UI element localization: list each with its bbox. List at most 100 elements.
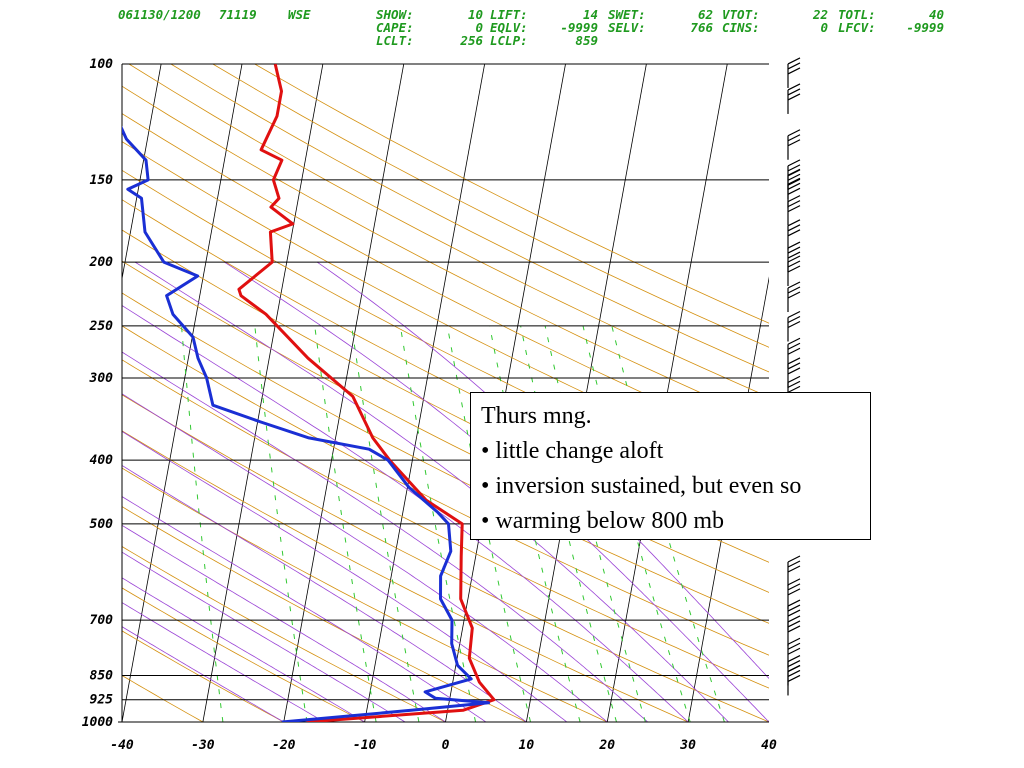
header-vtot-value: 22 [812,7,828,22]
header-date: 061130/1200 [118,7,201,22]
temperature-line [237,64,496,722]
header-station: 71119 [219,7,257,22]
wind-barb-flag [787,620,801,628]
pressure-tick-label: 400 [90,453,114,468]
wind-barb-flag [787,375,801,383]
moist-adiabat-line [122,496,487,722]
wind-barb [787,177,801,209]
wind-barb-flag [787,642,801,650]
moist-adiabat-line [122,577,365,722]
wind-barbs [787,57,801,696]
wind-barb-flag [787,310,801,319]
wind-barb-flag [787,83,801,91]
header-cins-label: CINS: [722,20,760,35]
pressure-tick-label: 250 [89,319,114,334]
header-site: WSE [288,7,311,22]
dry-adiabat-line [122,546,446,722]
wind-barb-flag [787,565,801,573]
header-totl-value: 40 [929,7,944,22]
wind-barb-flag [787,159,801,167]
isotherm-line [931,64,1024,722]
wind-barb-flag [787,205,801,213]
wind-barb-flag [787,625,801,633]
mixing-ratio-line [611,325,725,722]
isotherm-line [122,64,162,281]
wind-barb-flag [787,674,801,683]
wind-barb [787,195,801,226]
annotation-bullet-1: • little change aloft [481,438,664,464]
moist-adiabat-line [122,626,284,722]
wind-barb-flag [787,178,801,186]
temperature-tick-label: -40 [110,738,134,753]
moist-adiabat-line [122,393,608,722]
isotherm-line [364,64,486,722]
moist-adiabat-line [122,464,527,722]
wind-barb [787,57,801,88]
wind-barb-flag [787,588,801,596]
pressure-tick-label: 150 [90,173,114,188]
wind-barb-flag [787,655,801,663]
header-eqlv-label: EQLV: [490,20,528,35]
header-lfcv-value: -9999 [906,20,944,35]
wind-barb-flag [787,88,801,96]
wind-barb-flag [787,134,801,142]
wind-barb-flag [787,315,801,324]
pressure-tick-labels: 100 150 200 250 300 400 500 700 850 925 1000 [82,57,113,730]
wind-barb-flag [787,164,801,172]
wind-barb-flag [787,224,801,232]
dry-adiabat-line [122,325,769,656]
wind-barb-flag [787,337,801,345]
pressure-tick-label: 850 [90,669,114,684]
wind-barb-flag [787,67,801,75]
wind-barb-flag [787,342,801,350]
header-cape-label: CAPE: [376,20,414,35]
wind-barb [787,219,801,250]
wind-barb-flag [787,660,801,668]
wind-barb-flag [787,255,801,263]
header-lclt-value: 256 [459,33,483,48]
header-vtot-label: VTOT: [722,7,760,22]
header-swet-value: 62 [698,7,713,22]
wind-barb-flag [787,664,801,673]
temperature-tick-labels: -40 -30 -20 -10 0 10 20 30 40 [110,738,777,753]
header-totl-label: TOTL: [838,7,876,22]
wind-barb-flag [787,647,801,655]
moist-adiabat-line [122,524,446,722]
header-lift-value: 14 [583,7,598,22]
wind-barb-flag [787,200,801,208]
moist-adiabat-line [122,551,406,722]
wind-barb-flag [787,609,801,617]
wind-barb [787,357,801,388]
header-lclp-label: LCLP: [490,33,528,48]
wind-barb-flag [787,357,801,365]
wind-barb [787,310,801,342]
header-cins-value: 0 [820,20,828,35]
moist-adiabat-line [122,351,648,722]
isotherm-line [202,64,324,722]
wind-barb-flag [787,560,801,568]
isotherm-line [283,64,405,722]
wind-barb-flag [787,139,801,147]
wind-barb-flag [787,637,801,645]
wind-barb-flag [787,219,801,227]
header-show-value: 10 [468,7,483,22]
wind-barb-flag [787,265,801,273]
wind-barb-flag [787,320,801,329]
dewpoint-line [122,125,491,722]
pressure-tick-label: 1000 [82,715,113,730]
mixing-ratio-line [254,325,308,722]
wind-barb [787,83,801,114]
wind-barb-flag [787,286,801,294]
wind-barb-flag [787,246,801,254]
wind-barb-flag [787,281,801,289]
wind-barb-flag [787,599,801,607]
wind-barb-flag [787,260,801,268]
wind-barb-flag [787,173,801,181]
temperature-tick-label: -10 [353,738,377,753]
mixing-ratio-line [181,325,224,722]
header-cape-value: 0 [475,20,483,35]
sounding-series [122,64,496,722]
wind-barb-flag [787,604,801,612]
wind-barb-flag [787,347,801,355]
wind-barb-flag [787,93,801,101]
